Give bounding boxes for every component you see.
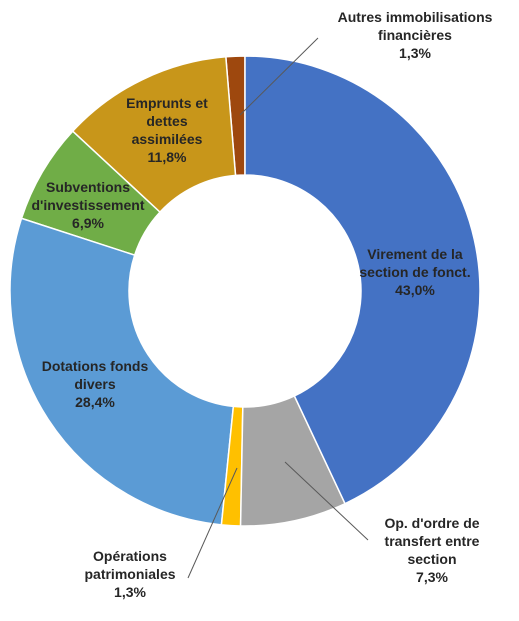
slice-label: Autres immobilisations financières 1,3% xyxy=(320,8,510,62)
category-name: Emprunts et dettes assimilées xyxy=(126,95,208,147)
slice-label: Virement de la section de fonct. 43,0% xyxy=(355,245,475,299)
slice-label: Emprunts et dettes assimilées 11,8% xyxy=(112,94,222,166)
value-label: 6,9% xyxy=(72,215,104,231)
value-label: 1,3% xyxy=(114,584,146,600)
donut-slice xyxy=(71,55,237,214)
category-name: Dotations fonds divers xyxy=(41,358,149,392)
category-name: Virement de la section de fonct. xyxy=(359,246,471,280)
donut-slice xyxy=(20,130,162,257)
value-label: 11,8% xyxy=(147,149,187,165)
value-label: 7,3% xyxy=(416,569,448,585)
category-name: Op. d'ordre de transfert entre section xyxy=(384,515,480,567)
slice-label: Dotations fonds divers 28,4% xyxy=(20,357,170,411)
donut-slice xyxy=(9,217,235,526)
category-name: Opérations patrimoniales xyxy=(84,548,176,582)
value-label: 1,3% xyxy=(399,45,431,61)
value-label: 43,0% xyxy=(395,282,435,298)
leader-line xyxy=(284,461,369,541)
donut-slice xyxy=(244,55,481,505)
leader-line xyxy=(187,467,238,579)
donut-slice xyxy=(220,405,244,527)
value-label: 28,4% xyxy=(75,394,115,410)
slice-label: Opérations patrimoniales 1,3% xyxy=(65,547,195,601)
slice-label: Op. d'ordre de transfert entre section 7,… xyxy=(362,514,502,586)
category-name: Autres immobilisations financières xyxy=(337,9,493,43)
leader-line xyxy=(239,37,319,116)
category-name: Subventions d'investissement xyxy=(31,179,145,213)
slice-label: Subventions d'investissement 6,9% xyxy=(18,178,158,232)
